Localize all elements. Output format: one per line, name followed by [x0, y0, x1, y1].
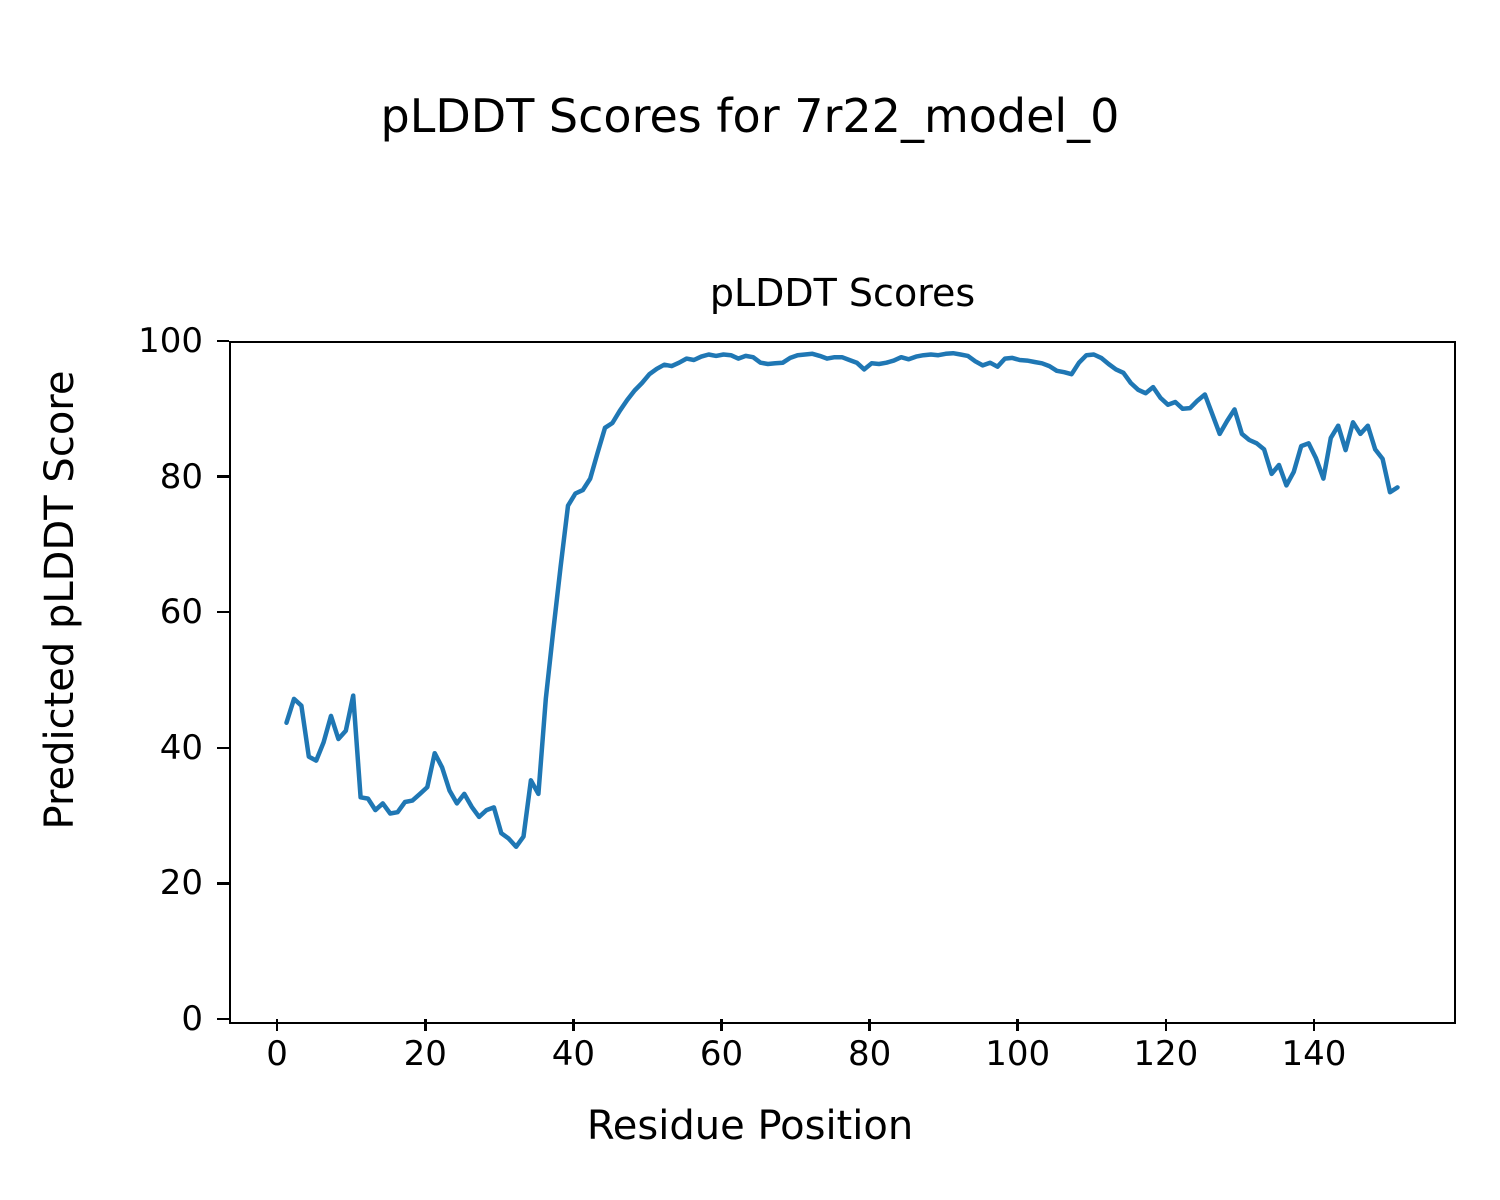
y-tick-label: 40 [159, 727, 203, 768]
x-tick-mark [424, 1019, 427, 1031]
y-tick-mark [217, 339, 229, 343]
x-tick-mark [275, 1019, 279, 1031]
x-tick-label: 100 [985, 1034, 1051, 1074]
x-tick-label: 120 [1133, 1034, 1199, 1074]
plot-area [229, 341, 1456, 1024]
figure-title: pLDDT Scores for 7r22_model_0 [380, 89, 1120, 143]
y-tick-label: 100 [138, 321, 203, 361]
x-tick-label: 40 [551, 1034, 595, 1074]
x-tick-mark [868, 1019, 871, 1031]
x-tick-label: 0 [266, 1034, 288, 1074]
x-tick-label: 140 [1281, 1034, 1347, 1074]
x-tick-mark [572, 1019, 575, 1031]
y-tick-mark [217, 1017, 229, 1021]
line-chart-svg [284, 350, 1400, 850]
x-tick-mark [1016, 1019, 1019, 1031]
x-tick-label: 80 [847, 1034, 892, 1074]
y-tick-mark [217, 746, 229, 750]
x-tick-label: 60 [699, 1034, 744, 1074]
y-tick-mark [217, 475, 229, 478]
y-tick-label: 20 [159, 863, 203, 904]
axes-title: pLDDT Scores [709, 271, 976, 315]
x-tick-mark [1164, 1019, 1168, 1031]
x-tick-mark [1312, 1019, 1316, 1031]
x-axis-label: Residue Position [586, 1103, 914, 1149]
y-tick-label: 0 [181, 999, 203, 1039]
y-tick-mark [217, 882, 229, 885]
x-tick-mark [720, 1019, 723, 1031]
y-tick-label: 80 [159, 456, 203, 497]
y-tick-mark [217, 610, 229, 614]
plddt-line [284, 350, 1400, 850]
x-tick-label: 20 [403, 1034, 447, 1074]
y-tick-label: 60 [159, 592, 203, 633]
